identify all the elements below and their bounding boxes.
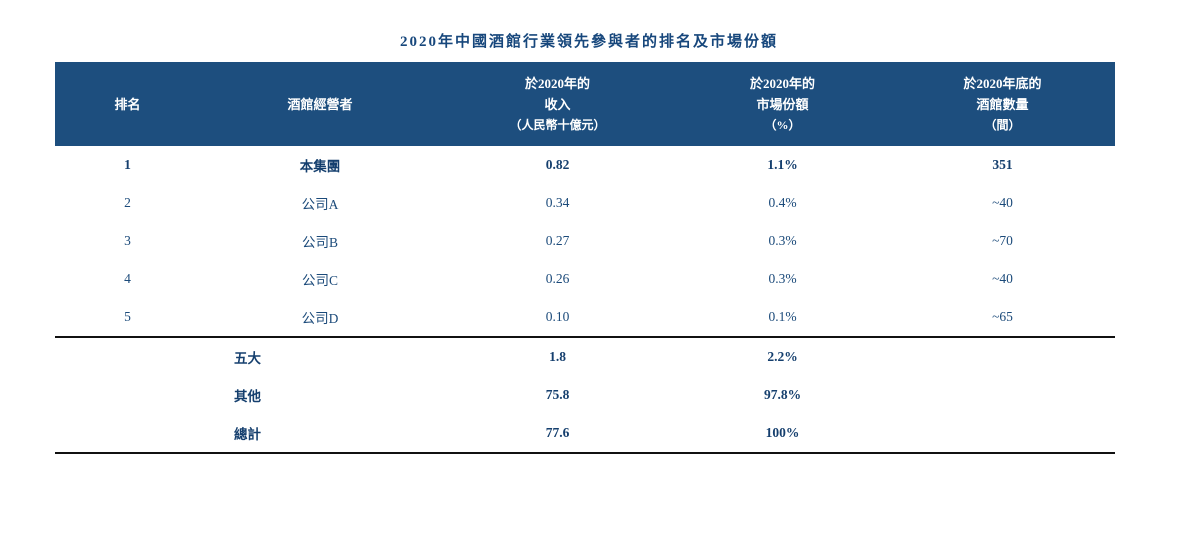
header-revenue-line2: 收入 — [544, 96, 571, 112]
revenue-cell: 75.8 — [545, 387, 570, 402]
count-cell: 351 — [992, 157, 1013, 172]
header-share: 於2020年的 市場份額 （%） — [675, 73, 890, 136]
summary-row: 五大 1.8 2.2% — [55, 338, 1115, 376]
header-revenue: 於2020年的 收入 （人民幣十億元） — [440, 73, 675, 136]
share-cell: 2.2% — [767, 349, 798, 364]
header-share-line1: 於2020年的 — [749, 75, 815, 91]
summary-label-cell: 五大 — [234, 351, 261, 366]
share-cell: 0.4% — [768, 195, 797, 210]
table-row: 5 公司D 0.10 0.1% ~65 — [55, 298, 1115, 336]
operator-cell: 公司A — [301, 197, 339, 212]
share-cell: 97.8% — [763, 387, 802, 402]
header-count-unit: （間） — [984, 117, 1021, 132]
table-title: 2020年中國酒館行業領先參與者的排名及市場份額 — [399, 34, 778, 50]
count-cell: ~40 — [992, 271, 1013, 286]
revenue-cell: 1.8 — [549, 349, 566, 364]
operator-cell: 公司C — [301, 273, 338, 288]
table-summary: 五大 1.8 2.2% 其他 75.8 97.8% 總計 77.6 100% — [55, 338, 1115, 452]
header-share-line2: 市場份額 — [756, 96, 809, 112]
ranking-table: 排名 酒館經營者 於2020年的 收入 （人民幣十億元） 於2020年的 市場份… — [55, 62, 1115, 454]
rank-cell: 4 — [124, 271, 131, 286]
rank-cell: 2 — [124, 195, 131, 210]
revenue-cell: 0.26 — [545, 271, 570, 286]
header-operator: 酒館經營者 — [200, 94, 440, 115]
operator-cell: 公司B — [301, 235, 338, 250]
header-revenue-unit: （人民幣十億元） — [509, 117, 606, 132]
revenue-cell: 0.82 — [545, 157, 570, 172]
header-share-unit: （%） — [764, 117, 801, 132]
count-cell: ~40 — [992, 195, 1013, 210]
rank-cell: 5 — [124, 309, 131, 324]
revenue-cell: 0.10 — [545, 309, 570, 324]
rank-cell: 1 — [124, 157, 131, 172]
header-rank: 排名 — [55, 94, 200, 115]
revenue-cell: 0.27 — [545, 233, 570, 248]
share-cell: 0.1% — [768, 309, 797, 324]
header-rank-label: 排名 — [114, 96, 141, 112]
share-cell: 0.3% — [768, 271, 797, 286]
count-cell: ~70 — [992, 233, 1013, 248]
header-operator-label: 酒館經營者 — [287, 96, 353, 112]
header-count: 於2020年底的 酒館數量 （間） — [890, 73, 1115, 136]
table-header-row: 排名 酒館經營者 於2020年的 收入 （人民幣十億元） 於2020年的 市場份… — [55, 62, 1115, 146]
table-body: 1 本集團 0.82 1.1% 351 2 公司A 0.34 0.4% ~40 … — [55, 146, 1115, 336]
operator-cell: 公司D — [301, 311, 339, 326]
header-count-line1: 於2020年底的 — [963, 75, 1042, 91]
summary-label-cell: 其他 — [234, 389, 261, 404]
header-revenue-line1: 於2020年的 — [524, 75, 590, 91]
summary-row: 總計 77.6 100% — [55, 414, 1115, 452]
summary-divider-rule — [55, 336, 1115, 338]
rank-cell: 3 — [124, 233, 131, 248]
operator-cell: 本集團 — [299, 159, 341, 174]
summary-row: 其他 75.8 97.8% — [55, 376, 1115, 414]
table-row: 2 公司A 0.34 0.4% ~40 — [55, 184, 1115, 222]
revenue-cell: 77.6 — [545, 425, 570, 440]
revenue-cell: 0.34 — [545, 195, 570, 210]
share-cell: 100% — [765, 425, 800, 440]
share-cell: 1.1% — [767, 157, 798, 172]
table-bottom-rule — [55, 452, 1115, 454]
count-cell: ~65 — [992, 309, 1013, 324]
summary-label-cell: 總計 — [234, 427, 261, 442]
table-row: 1 本集團 0.82 1.1% 351 — [55, 146, 1115, 184]
table-row: 4 公司C 0.26 0.3% ~40 — [55, 260, 1115, 298]
header-count-line2: 酒館數量 — [976, 96, 1029, 112]
share-cell: 0.3% — [768, 233, 797, 248]
table-row: 3 公司B 0.27 0.3% ~70 — [55, 222, 1115, 260]
